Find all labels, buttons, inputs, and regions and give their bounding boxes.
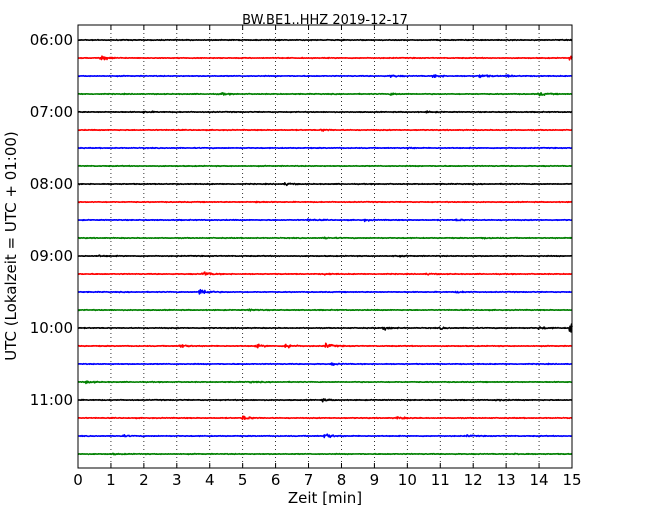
x-tick-label: 5 <box>238 471 248 489</box>
trace-0600 <box>77 38 573 42</box>
trace-0800 <box>77 182 573 187</box>
trace-1115 <box>77 415 573 420</box>
x-tick-label: 9 <box>370 471 380 489</box>
x-ticks: 0 1 2 3 4 5 6 7 8 9 10 11 12 13 14 15 <box>73 25 582 489</box>
trace-1045 <box>77 380 573 385</box>
x-tick-label: 7 <box>304 471 314 489</box>
x-tick-label: 2 <box>139 471 149 489</box>
x-tick-label: 4 <box>205 471 215 489</box>
y-tick-label: 10:00 <box>30 319 73 337</box>
chart-title: BW.BE1..HHZ 2019-12-17 <box>242 13 408 28</box>
trace-1100 <box>77 398 573 403</box>
trace-0700 <box>77 110 573 114</box>
trace-1130 <box>77 433 573 439</box>
trace-0900 <box>77 254 573 258</box>
trace-1000 <box>77 323 573 333</box>
x-tick-label: 1 <box>106 471 116 489</box>
x-tick-label: 11 <box>431 471 450 489</box>
y-ticks: 06:00 07:00 08:00 09:00 10:00 11:00 <box>30 31 572 409</box>
y-tick-label: 09:00 <box>30 247 73 265</box>
trace-0745 <box>77 164 573 168</box>
x-tick-label: 6 <box>271 471 281 489</box>
x-tick-label: 10 <box>398 471 417 489</box>
trace-0730 <box>77 146 573 150</box>
y-tick-label: 11:00 <box>30 391 73 409</box>
x-tick-label: 0 <box>73 471 83 489</box>
x-tick-label: 15 <box>562 471 581 489</box>
grid-lines <box>110 25 540 468</box>
y-axis-label: UTC (Lokalzeit = UTC + 01:00) <box>2 131 20 361</box>
x-tick-label: 3 <box>172 471 182 489</box>
x-tick-label: 12 <box>464 471 483 489</box>
trace-0945 <box>77 308 573 312</box>
trace-0915 <box>77 271 573 276</box>
trace-0815 <box>77 200 573 204</box>
x-tick-label: 14 <box>530 471 549 489</box>
trace-1030 <box>77 362 573 366</box>
y-tick-label: 06:00 <box>30 31 73 49</box>
trace-0645 <box>77 91 573 97</box>
trace-1145 <box>77 452 573 456</box>
trace-0930 <box>77 288 573 295</box>
y-tick-label: 08:00 <box>30 175 73 193</box>
trace-0630 <box>77 74 573 79</box>
trace-layer <box>77 38 573 456</box>
x-tick-label: 13 <box>497 471 516 489</box>
x-axis-label: Zeit [min] <box>288 489 362 507</box>
y-tick-label: 07:00 <box>30 103 73 121</box>
x-tick-label: 8 <box>337 471 347 489</box>
trace-0845 <box>77 236 573 240</box>
trace-1015 <box>77 342 573 349</box>
trace-0715 <box>77 128 573 132</box>
trace-0830 <box>77 218 573 223</box>
plot-frame <box>77 24 573 469</box>
trace-0615 <box>77 55 573 61</box>
